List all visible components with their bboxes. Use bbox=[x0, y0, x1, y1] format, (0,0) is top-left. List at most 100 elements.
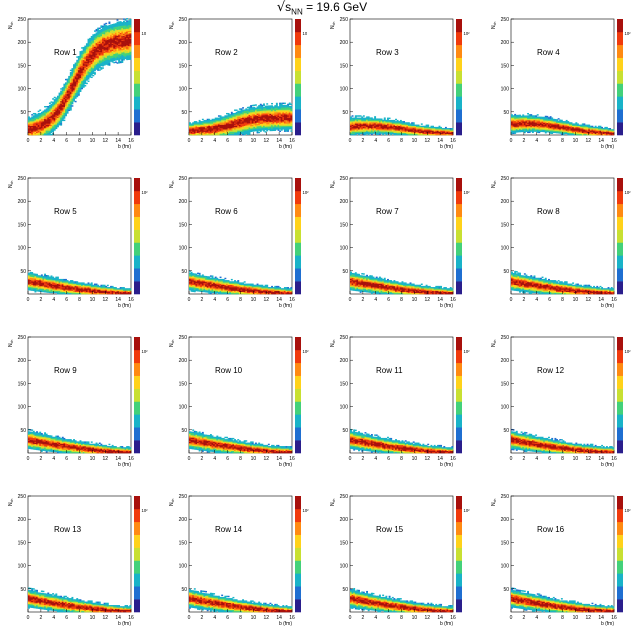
heatmap-cell bbox=[264, 127, 267, 130]
heatmap-cell bbox=[369, 123, 372, 125]
heatmap-cell bbox=[206, 118, 209, 121]
heatmap-cell bbox=[512, 126, 515, 129]
heatmap-cell bbox=[287, 115, 290, 117]
heatmap-cell bbox=[126, 26, 129, 28]
heatmap-cell bbox=[87, 61, 90, 64]
heatmap-cell bbox=[71, 68, 74, 70]
heatmap-cell bbox=[258, 121, 261, 123]
heatmap-cell bbox=[287, 108, 290, 110]
heatmap-cell bbox=[53, 99, 56, 101]
heatmap-cell bbox=[77, 74, 80, 77]
heatmap-cell bbox=[102, 55, 104, 58]
heatmap-cell bbox=[56, 121, 59, 123]
heatmap-cell bbox=[48, 123, 51, 125]
heatmap-cell bbox=[100, 40, 103, 42]
heatmap-cell bbox=[92, 48, 95, 50]
heatmap-cell bbox=[227, 121, 230, 123]
heatmap-cell bbox=[248, 115, 251, 118]
heatmap-cell bbox=[190, 130, 193, 132]
heatmap-cell bbox=[48, 108, 51, 110]
heatmap-cell bbox=[237, 130, 240, 132]
heatmap-cell bbox=[543, 124, 546, 127]
heatmap-cell bbox=[190, 129, 193, 131]
heatmap-cell bbox=[127, 20, 130, 22]
heatmap-cell bbox=[60, 102, 63, 104]
heatmap-cell bbox=[31, 125, 34, 128]
heatmap-cell bbox=[419, 133, 422, 136]
heatmap-cell bbox=[401, 130, 404, 132]
heatmap-cell bbox=[205, 121, 207, 123]
heatmap-cell bbox=[361, 118, 364, 121]
heatmap-cell bbox=[79, 66, 82, 68]
heatmap-cell bbox=[55, 100, 58, 103]
heatmap-cell bbox=[232, 133, 235, 136]
heatmap-cell bbox=[259, 103, 262, 106]
heatmap-cell bbox=[226, 129, 228, 131]
heatmap-cell bbox=[116, 58, 119, 61]
heatmap-cell bbox=[213, 121, 216, 123]
heatmap-cell bbox=[65, 82, 67, 84]
heatmap-cell bbox=[76, 83, 79, 85]
heatmap-cell bbox=[428, 131, 431, 133]
heatmap-cell bbox=[248, 132, 251, 134]
heatmap-cell bbox=[42, 128, 45, 130]
heatmap-cell bbox=[351, 129, 354, 131]
heatmap-cell bbox=[209, 119, 212, 122]
heatmap-cell bbox=[103, 58, 106, 60]
heatmap-cell bbox=[102, 47, 104, 50]
heatmap-cell bbox=[127, 28, 130, 30]
heatmap-cell bbox=[519, 118, 521, 120]
heatmap-cell bbox=[229, 114, 232, 116]
heatmap-cell bbox=[34, 118, 37, 121]
heatmap-cell bbox=[66, 108, 69, 111]
heatmap-cell bbox=[34, 130, 37, 132]
heatmap-cell bbox=[103, 50, 106, 52]
heatmap-cell bbox=[531, 116, 534, 118]
heatmap-cell bbox=[81, 86, 84, 89]
heatmap-cell bbox=[76, 80, 79, 83]
heatmap-cell bbox=[79, 83, 82, 86]
heatmap-cell bbox=[359, 132, 362, 135]
heatmap-cell bbox=[122, 27, 125, 30]
heatmap-cell bbox=[129, 28, 132, 30]
heatmap-cell bbox=[114, 31, 117, 33]
heatmap-cell bbox=[211, 128, 214, 130]
color-bar-segment bbox=[295, 19, 301, 33]
heatmap-cell bbox=[58, 106, 61, 108]
heatmap-cell bbox=[427, 125, 430, 128]
heatmap-cell bbox=[353, 126, 356, 129]
heatmap-cell bbox=[81, 51, 84, 54]
heatmap-cell bbox=[92, 56, 95, 58]
heatmap-cell bbox=[251, 119, 254, 122]
heatmap-cell bbox=[541, 120, 544, 122]
heatmap-cell bbox=[287, 117, 290, 120]
heatmap-cell bbox=[209, 121, 212, 123]
heatmap-cell bbox=[258, 115, 261, 117]
heatmap-cell bbox=[283, 106, 286, 108]
heatmap-cell bbox=[53, 101, 56, 103]
heatmap-cell bbox=[277, 124, 280, 127]
heatmap-cell bbox=[100, 63, 103, 66]
heatmap-cell bbox=[356, 117, 359, 120]
heatmap-cell bbox=[65, 85, 67, 88]
heatmap-cell bbox=[95, 37, 98, 39]
heatmap-cell bbox=[192, 133, 195, 136]
heatmap-cell bbox=[536, 114, 539, 116]
heatmap-cell bbox=[106, 61, 109, 64]
heatmap-cell bbox=[390, 130, 393, 132]
heatmap-cell bbox=[406, 123, 409, 125]
heatmap-cell bbox=[283, 111, 286, 114]
heatmap-cell bbox=[391, 129, 394, 131]
heatmap-cell bbox=[536, 125, 539, 128]
heatmap-cell bbox=[393, 128, 396, 130]
heatmap-cell bbox=[77, 72, 80, 74]
color-bar-segment bbox=[456, 31, 462, 46]
heatmap-cell bbox=[61, 117, 64, 119]
heatmap-cell bbox=[208, 119, 211, 122]
heatmap-cell bbox=[387, 123, 389, 125]
heatmap-cell bbox=[95, 50, 98, 53]
heatmap-cell bbox=[350, 118, 352, 121]
heatmap-cell bbox=[89, 40, 92, 42]
heatmap-cell bbox=[367, 129, 370, 131]
heatmap-cell bbox=[535, 130, 538, 132]
